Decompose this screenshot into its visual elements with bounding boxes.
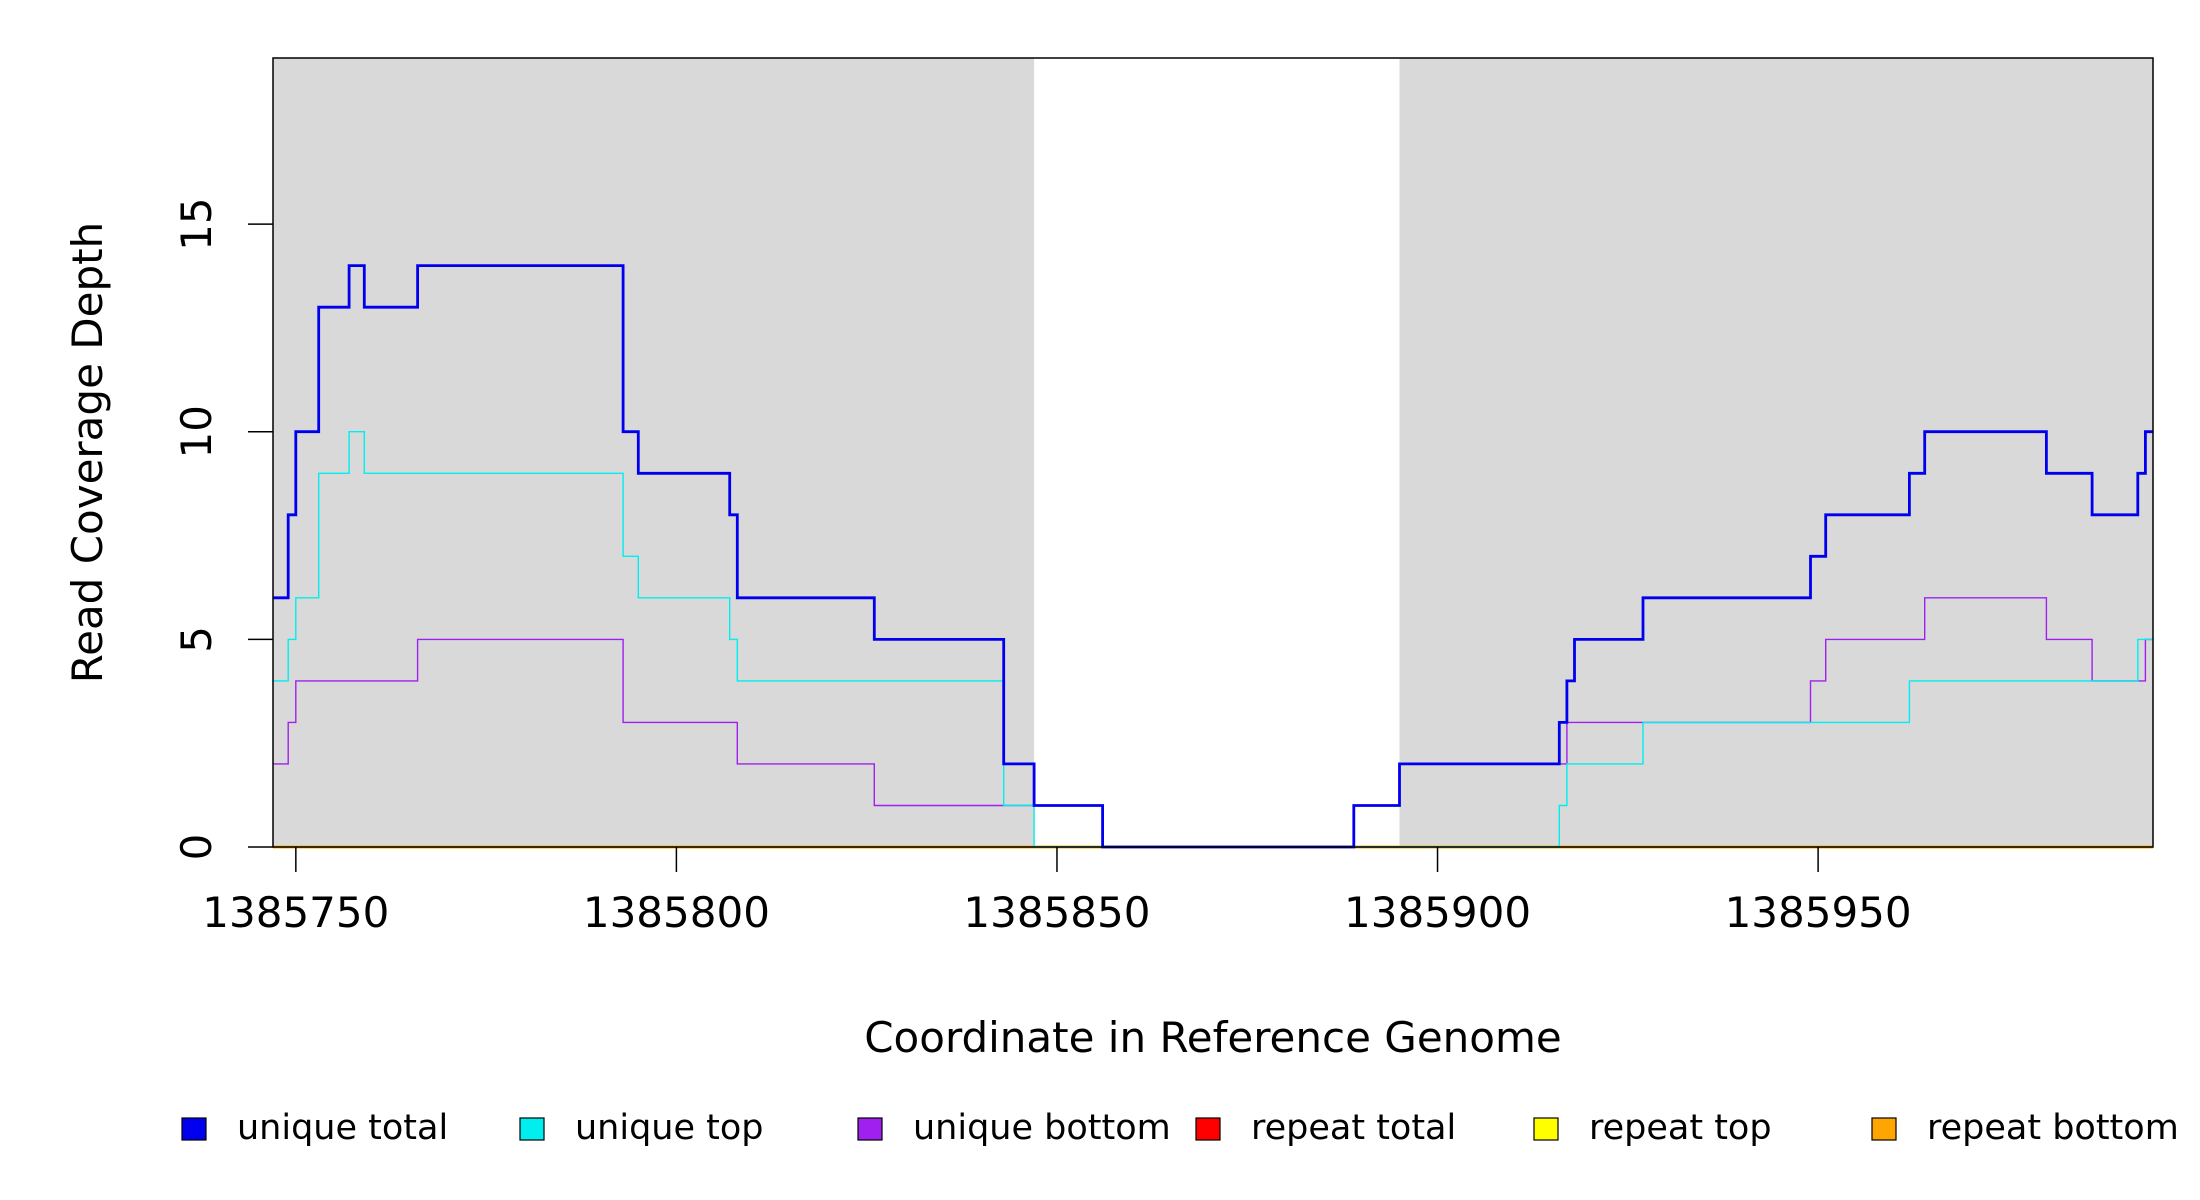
- y-tick-label: 10: [172, 405, 221, 458]
- legend-label-repeat-bottom: repeat bottom: [1927, 1108, 2179, 1148]
- shaded-region-1: [273, 58, 1035, 847]
- legend-label-repeat-top: repeat top: [1589, 1108, 1772, 1148]
- legend-label-unique-total: unique total: [237, 1108, 448, 1148]
- x-axis-label: Coordinate in Reference Genome: [864, 1013, 1562, 1062]
- plot-frame: [272, 57, 2154, 848]
- y-axis-label: Read Coverage Depth: [63, 222, 112, 683]
- y-axis: 0 5 10 15: [172, 197, 273, 860]
- legend-label-unique-top: unique top: [575, 1108, 764, 1148]
- legend-label-unique-bottom: unique bottom: [913, 1108, 1171, 1148]
- x-tick-label: 1385900: [1344, 888, 1531, 937]
- legend-swatch-unique-bottom: [857, 1117, 883, 1141]
- y-tick-label: 0: [172, 834, 221, 861]
- legend-swatch-unique-top: [519, 1117, 545, 1141]
- shaded-region-2: [1399, 58, 2153, 847]
- legend: unique total unique top unique bottom repea…: [181, 1108, 2179, 1148]
- shaded-regions: [273, 58, 2153, 847]
- x-tick-label: 1385750: [202, 888, 389, 937]
- legend-swatch-repeat-bottom: [1871, 1117, 1897, 1141]
- x-tick-label: 1385850: [963, 888, 1150, 937]
- legend-swatch-repeat-total: [1195, 1117, 1221, 1141]
- legend-swatch-unique-total: [181, 1117, 207, 1141]
- legend-label-repeat-total: repeat total: [1251, 1108, 1456, 1148]
- series-unique-top: [273, 431, 2153, 848]
- x-tick-label: 1385800: [583, 888, 770, 937]
- x-axis: 1385750 1385800 1385850 1385900 1385950: [202, 847, 1912, 937]
- y-tick-label: 15: [172, 197, 221, 250]
- x-tick-label: 1385950: [1725, 888, 1912, 937]
- y-tick-label: 5: [172, 626, 221, 653]
- legend-swatch-repeat-top: [1533, 1117, 1559, 1141]
